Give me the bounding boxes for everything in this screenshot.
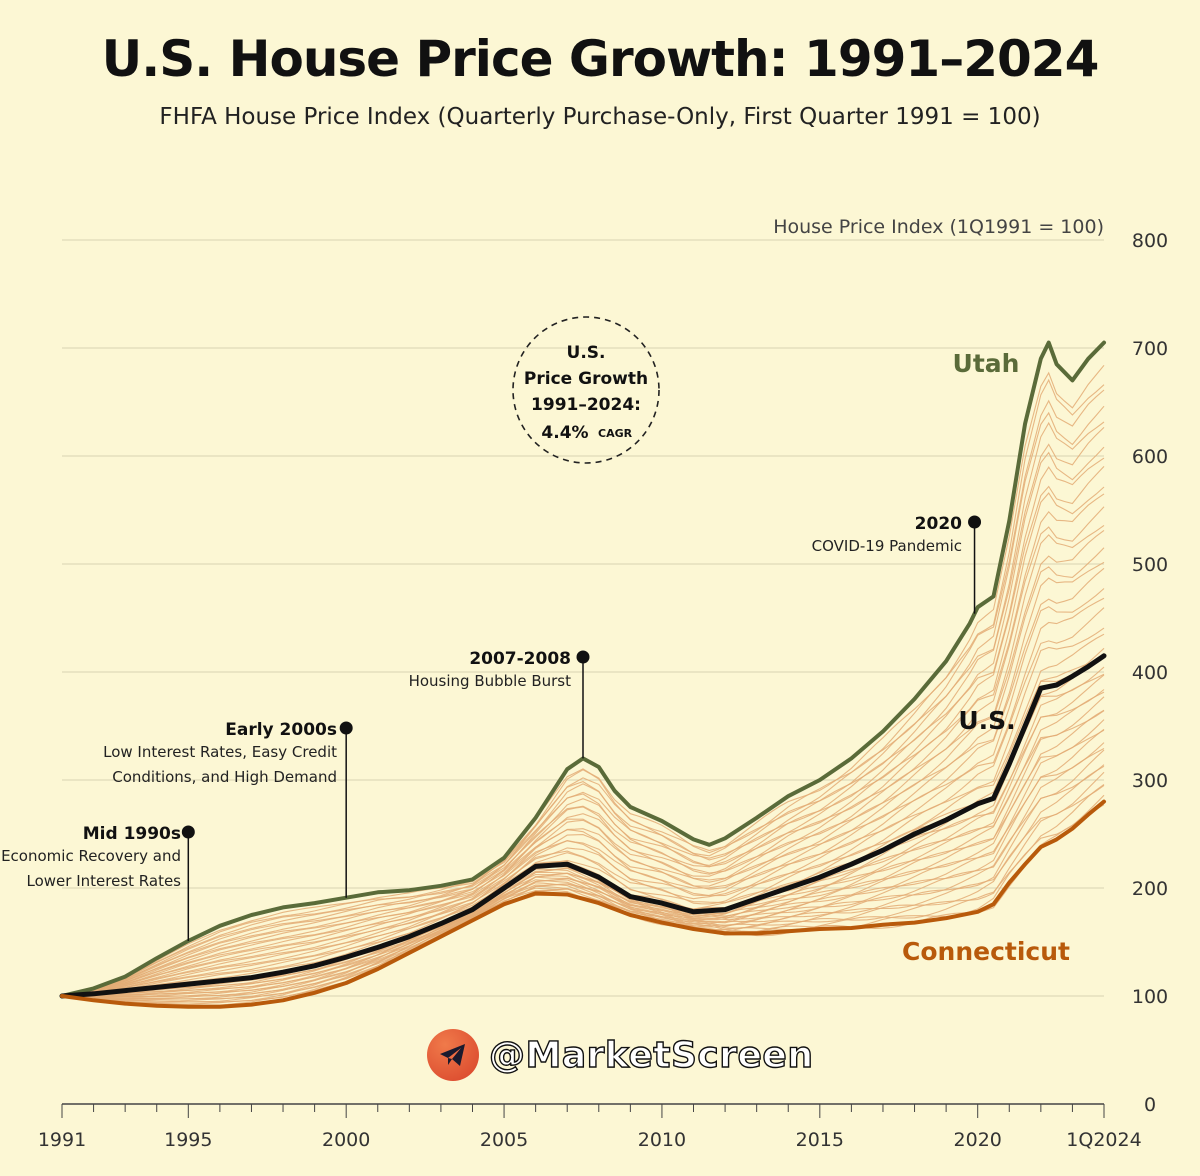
y-tick-label: 400 xyxy=(1132,662,1168,684)
watermark-handle: @MarketScreen xyxy=(488,1034,814,1076)
state-line xyxy=(61,524,1105,997)
cagr-line2: Price Growth xyxy=(524,369,648,389)
state-line xyxy=(61,421,1105,997)
x-tick-label: 1991 xyxy=(38,1129,86,1151)
cagr-circle xyxy=(512,316,660,464)
y-tick-label: 800 xyxy=(1132,230,1168,252)
state-line xyxy=(61,607,1105,997)
state-line xyxy=(61,561,1105,997)
paper-plane-icon xyxy=(440,1044,465,1066)
state-line xyxy=(61,696,1105,997)
series-line-utah xyxy=(60,340,1106,998)
x-tick-label: 2010 xyxy=(638,1129,686,1151)
state-line xyxy=(61,771,1105,1003)
state-line xyxy=(61,466,1105,997)
y-axis-label: House Price Index (1Q1991 = 100) xyxy=(773,216,1104,238)
highlighted-series: Utah U.S. Connecticut xyxy=(59,340,1107,1009)
y-tick-label: 300 xyxy=(1132,770,1168,792)
series-line-connecticut xyxy=(60,799,1106,1009)
y-tick-label: 700 xyxy=(1132,338,1168,360)
state-line xyxy=(61,728,1105,999)
watermark: @MarketScreen xyxy=(427,1028,814,1082)
state-line xyxy=(61,427,1105,997)
x-tick-label: 1995 xyxy=(164,1129,212,1151)
annotation-text: COVID-19 Pandemic xyxy=(812,537,962,555)
y-tick-label: 500 xyxy=(1132,554,1168,576)
state-line xyxy=(61,709,1105,998)
annotation-text: Low Interest Rates, Easy Credit xyxy=(103,743,337,761)
state-line xyxy=(61,597,1105,997)
x-axis: 1991 1995 2000 2005 2010 2015 2020 1Q2024 xyxy=(38,1103,1142,1151)
cagr-line3: 1991–2024: xyxy=(531,395,641,415)
annotation-dot xyxy=(339,721,353,735)
state-line xyxy=(61,389,1105,997)
state-line xyxy=(61,633,1105,997)
x-tick-label: 2005 xyxy=(480,1129,528,1151)
series-label-us: U.S. xyxy=(958,706,1015,735)
state-line xyxy=(61,506,1105,997)
cagr-unit: CAGR xyxy=(598,427,633,440)
annotation-text: Conditions, and High Demand xyxy=(112,768,337,786)
series-label-connecticut: Connecticut xyxy=(902,937,1070,966)
annotations: Mid 1990s Economic Recovery and Lower Inte… xyxy=(1,514,982,941)
x-tick-label: 2015 xyxy=(796,1129,844,1151)
state-line xyxy=(61,674,1105,997)
chart-subtitle: FHFA House Price Index (Quarterly Purcha… xyxy=(159,104,1041,130)
annotation-title: Mid 1990s xyxy=(83,824,181,844)
y-tick-label: 200 xyxy=(1132,878,1168,900)
y-tick-label: 600 xyxy=(1132,446,1168,468)
annotation-text: Economic Recovery and xyxy=(1,847,181,865)
series-label-utah: Utah xyxy=(953,349,1020,378)
state-line xyxy=(61,405,1105,997)
series-line-us xyxy=(59,653,1107,999)
state-line xyxy=(61,364,1105,997)
cagr-line1: U.S. xyxy=(567,343,606,363)
annotation-title: 2007-2008 xyxy=(469,649,571,669)
annotation-dot xyxy=(968,515,982,529)
y-tick-label: 100 xyxy=(1132,986,1168,1008)
annotation-title: 2020 xyxy=(915,514,962,534)
telegram-logo-icon xyxy=(427,1029,479,1081)
x-tick-label: 2020 xyxy=(954,1129,1002,1151)
annotation-text: Lower Interest Rates xyxy=(27,872,182,890)
x-tick-label: 2000 xyxy=(322,1129,370,1151)
annotation-dot xyxy=(181,825,195,839)
chart-title: U.S. House Price Growth: 1991–2024 xyxy=(101,30,1100,88)
state-line xyxy=(61,457,1105,997)
cagr-value: 4.4% xyxy=(541,423,588,443)
cagr-callout: U.S. Price Growth 1991–2024: 4.4% CAGR xyxy=(512,316,660,464)
state-line xyxy=(61,719,1105,998)
x-tick-label: 1Q2024 xyxy=(1066,1129,1141,1151)
state-line xyxy=(61,765,1105,1003)
annotation-title: Early 2000s xyxy=(225,720,337,740)
annotation-text: Housing Bubble Burst xyxy=(409,672,572,690)
state-line xyxy=(61,749,1105,1001)
y-tick-label: 0 xyxy=(1144,1094,1156,1116)
state-line xyxy=(61,547,1105,997)
annotation-dot xyxy=(576,650,590,664)
state-line xyxy=(61,493,1105,997)
state-line xyxy=(61,567,1105,997)
state-line xyxy=(61,529,1105,997)
